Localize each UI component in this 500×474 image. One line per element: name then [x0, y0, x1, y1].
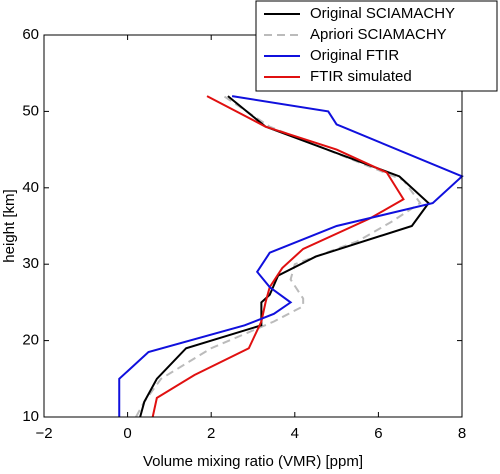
x-tick-label: 6: [374, 425, 382, 442]
y-tick-label: 50: [22, 102, 39, 119]
legend-label: Original FTIR: [310, 47, 399, 64]
x-tick-label: 4: [291, 425, 299, 442]
y-axis-label: height [km]: [1, 189, 18, 262]
legend-label: Original SCIAMACHY: [310, 5, 455, 22]
plot-frame: [43, 34, 463, 418]
legend-label: Apriori SCIAMACHY: [310, 26, 447, 43]
x-axis-label: Volume mixing ratio (VMR) [ppm]: [143, 453, 363, 470]
y-tick-label: 30: [22, 255, 39, 272]
series-line: [151, 95, 405, 418]
series-line: [135, 95, 422, 418]
y-tick-label: 20: [22, 332, 39, 349]
x-tick-label: 8: [458, 425, 466, 442]
series-line: [118, 95, 464, 417]
series-line: [139, 95, 430, 418]
x-tick-label: 0: [123, 425, 131, 442]
legend-label: FTIR simulated: [310, 68, 412, 85]
y-tick-label: 40: [22, 179, 39, 196]
x-tick-label: −2: [35, 425, 52, 442]
x-tick-label: 2: [207, 425, 215, 442]
y-tick-label: 60: [22, 26, 39, 43]
y-tick-label: 10: [22, 408, 39, 425]
